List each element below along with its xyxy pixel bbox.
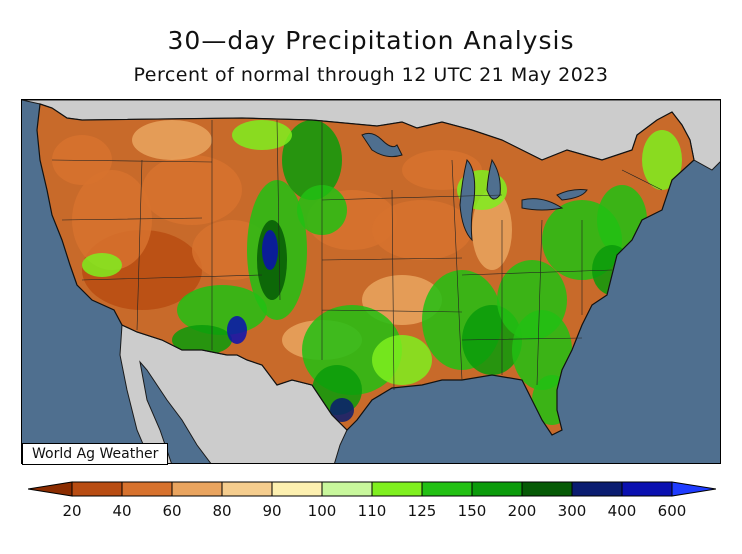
color-scale-legend: 20 40 60 80 90 100 110 125 150 200 300 400 600 bbox=[27, 480, 717, 542]
chart-subtitle: Percent of normal through 12 UTC 21 May … bbox=[133, 64, 609, 86]
precip-region bbox=[52, 135, 112, 185]
precip-region bbox=[330, 398, 354, 422]
scale-tick-label: 110 bbox=[357, 502, 387, 520]
credit-label: World Ag Weather bbox=[22, 443, 169, 465]
precip-region bbox=[82, 253, 122, 277]
scale-swatch bbox=[321, 481, 373, 497]
map-canvas bbox=[22, 100, 720, 463]
scale-swatch bbox=[71, 481, 123, 497]
scale-tick-label: 80 bbox=[212, 502, 232, 520]
scale-swatch bbox=[421, 481, 473, 497]
precip-region bbox=[262, 230, 278, 270]
color-scale-bar bbox=[27, 481, 717, 497]
scale-tick-label: 100 bbox=[307, 502, 337, 520]
scale-tick-label: 400 bbox=[607, 502, 637, 520]
precip-region bbox=[132, 120, 212, 160]
scale-swatch bbox=[521, 481, 573, 497]
scale-swatch bbox=[221, 481, 273, 497]
precip-region bbox=[172, 325, 232, 355]
precip-region bbox=[362, 275, 442, 325]
chart-title: 30—day Precipitation Analysis bbox=[167, 26, 575, 55]
precip-blobs bbox=[52, 120, 682, 425]
precip-region bbox=[142, 155, 242, 225]
scale-swatch bbox=[621, 481, 673, 497]
precipitation-map bbox=[21, 99, 721, 464]
precip-region bbox=[372, 200, 472, 260]
precip-region bbox=[232, 120, 292, 150]
precip-region bbox=[372, 335, 432, 385]
scale-tick-label: 600 bbox=[657, 502, 687, 520]
scale-tick-label: 90 bbox=[262, 502, 282, 520]
scale-swatch bbox=[571, 481, 623, 497]
scale-swatch bbox=[471, 481, 523, 497]
scale-swatch bbox=[271, 481, 323, 497]
great-lakes bbox=[361, 132, 588, 242]
precip-region bbox=[227, 316, 247, 344]
scale-arrow-high bbox=[671, 481, 717, 497]
scale-tick-label: 20 bbox=[62, 502, 82, 520]
precip-region bbox=[512, 310, 572, 390]
precip-region bbox=[72, 170, 152, 270]
scale-swatch bbox=[121, 481, 173, 497]
scale-tick-label: 200 bbox=[507, 502, 537, 520]
scale-swatch bbox=[171, 481, 223, 497]
scale-tick-label: 40 bbox=[112, 502, 132, 520]
scale-swatch bbox=[371, 481, 423, 497]
precip-region bbox=[282, 120, 342, 200]
precip-region bbox=[642, 130, 682, 190]
scale-tick-label: 300 bbox=[557, 502, 587, 520]
scale-tick-label: 60 bbox=[162, 502, 182, 520]
scale-tick-label: 150 bbox=[457, 502, 487, 520]
scale-tick-label: 125 bbox=[407, 502, 437, 520]
scale-arrow-low bbox=[27, 481, 73, 497]
state-borders bbox=[51, 119, 663, 391]
